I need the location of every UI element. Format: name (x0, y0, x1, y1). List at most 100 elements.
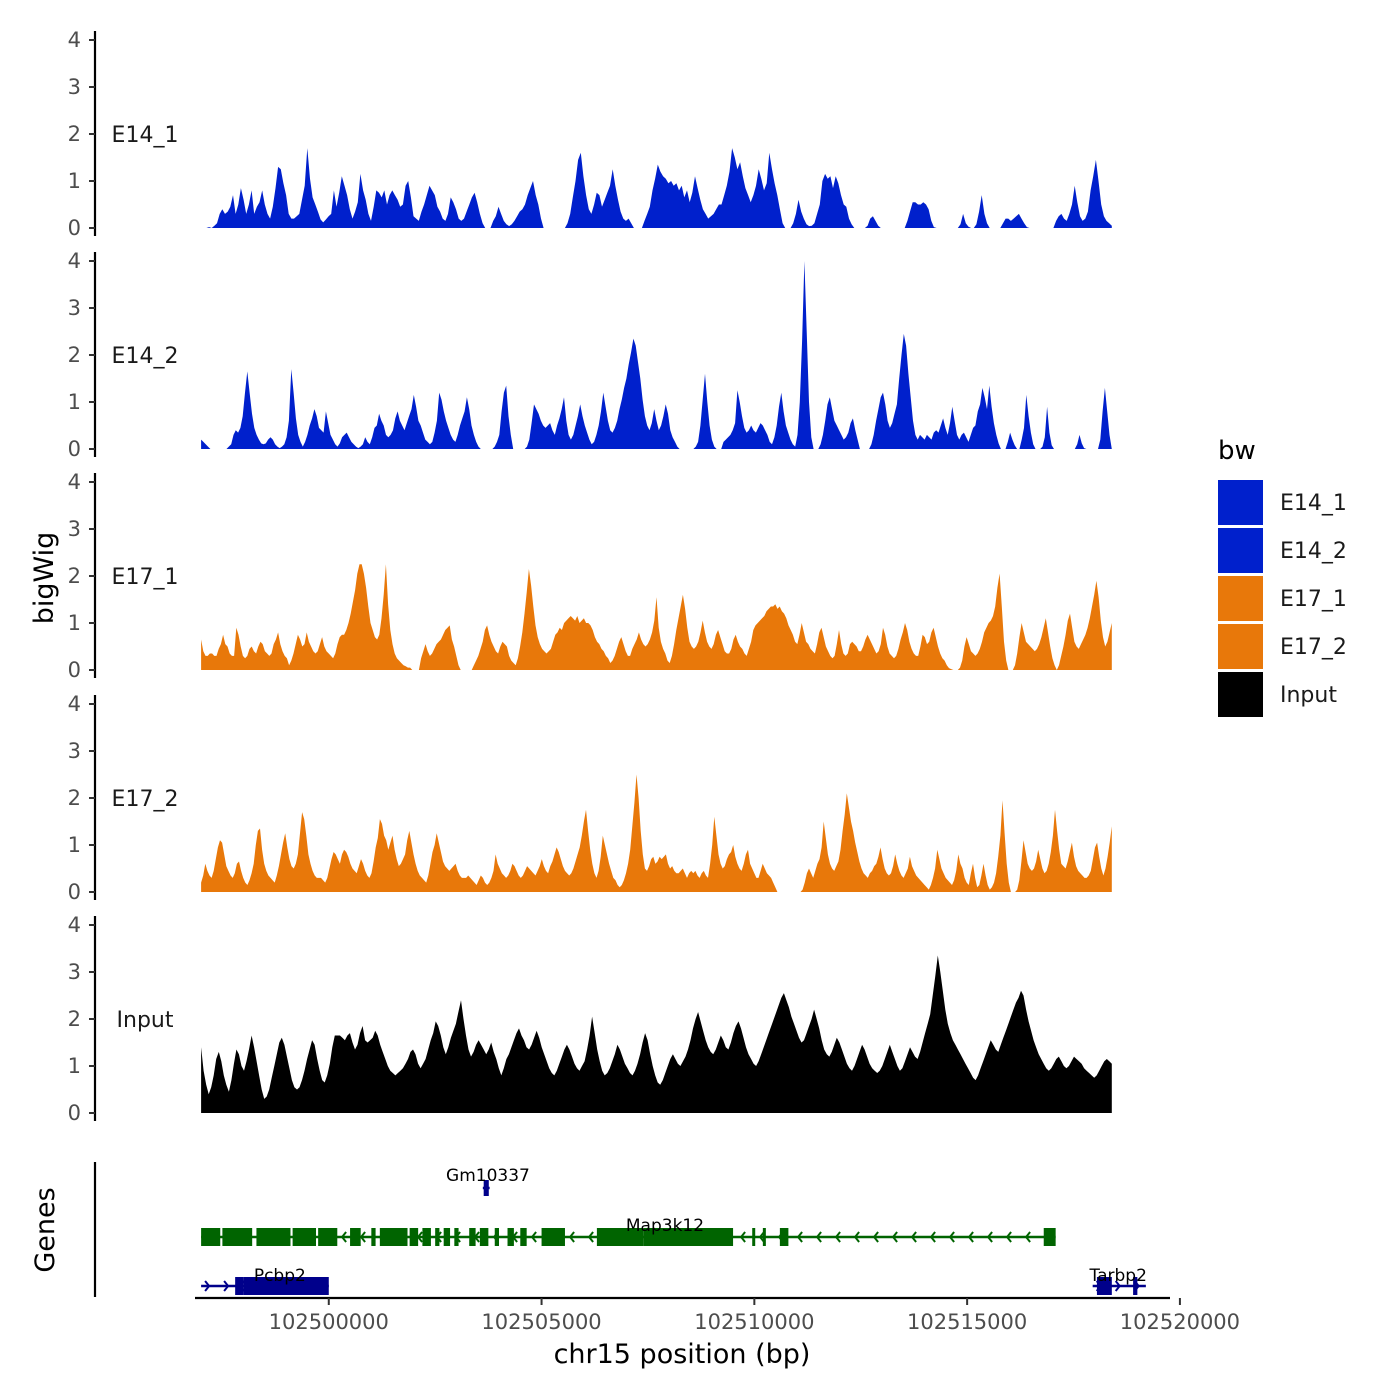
strand-arrow (910, 1231, 917, 1243)
track-E14_2: 0 1 2 3 4 E14_2 (68, 249, 1112, 461)
exon-block (435, 1228, 440, 1246)
strand-arrow (359, 1231, 366, 1243)
track-Input: 0 1 2 3 4 Input (68, 913, 1112, 1125)
exon-block (292, 1228, 317, 1246)
y-tick-label: 4 (68, 470, 81, 494)
exon-block (454, 1228, 459, 1246)
exon-block (350, 1228, 361, 1246)
y-tick-label: 4 (68, 913, 81, 937)
exon-block (479, 1228, 489, 1246)
gene-Map3k12: Map3k12 (201, 1216, 1056, 1246)
gene-label: Tarbp2 (1089, 1266, 1147, 1286)
legend-swatch (1218, 672, 1263, 717)
y-tick-label: 2 (68, 122, 81, 146)
strand-arrow (891, 1231, 898, 1243)
legend-items: E14_1 E14_2 E17_1 E17_2 Input (1218, 480, 1347, 717)
strand-arrow (530, 1231, 537, 1243)
track-label-Input: Input (117, 1008, 174, 1033)
y-tick-label: 2 (68, 564, 81, 588)
y-tick-label: 2 (68, 786, 81, 810)
exon-block (256, 1228, 291, 1246)
exon-block (1043, 1228, 1056, 1246)
y-tick-label: 2 (68, 1007, 81, 1031)
gene-label: Pcbp2 (254, 1266, 306, 1286)
legend-label: Input (1280, 683, 1337, 708)
y-tick-label: 4 (68, 249, 81, 273)
legend-label: E14_2 (1280, 539, 1347, 564)
strand-arrow (1114, 1280, 1121, 1292)
exon-block (596, 1228, 644, 1246)
track-E14_1: 0 1 2 3 4 E14_1 (68, 28, 1112, 240)
strand-arrow (853, 1231, 860, 1243)
track-label-E17_2: E17_2 (112, 787, 179, 812)
legend-item-E17_1: E17_1 (1218, 576, 1347, 621)
strand-arrow (340, 1231, 347, 1243)
legend: bw E14_1 E14_2 E17_1 E17_2 Input (1218, 436, 1347, 717)
legend-item-E14_1: E14_1 (1218, 480, 1347, 525)
exon-block (762, 1228, 766, 1246)
y-tick-label: 0 (68, 880, 81, 904)
legend-swatch (1218, 528, 1263, 573)
strand-arrow (872, 1231, 879, 1243)
strand-arrow (204, 1280, 211, 1292)
y-tick-label: 1 (68, 1054, 81, 1078)
y-tick-label: 3 (68, 517, 81, 541)
exon-block (469, 1228, 476, 1246)
gene-label: Gm10337 (446, 1166, 530, 1186)
y-tick-label: 0 (68, 437, 81, 461)
exon-block (409, 1228, 419, 1246)
y-tick-label: 4 (68, 28, 81, 52)
y-tick-label: 1 (68, 611, 81, 635)
exon-block (379, 1228, 408, 1246)
coverage-area-E17_2 (201, 774, 1112, 892)
exon-block (235, 1277, 244, 1295)
exon-block (422, 1228, 431, 1246)
strand-arrow (834, 1231, 841, 1243)
strand-arrow (758, 1231, 765, 1243)
exon-block (222, 1228, 253, 1246)
x-tick-label: 102500000 (269, 1310, 389, 1334)
gene-Gm10337: Gm10337 (446, 1166, 530, 1196)
y-tick-label: 0 (68, 216, 81, 240)
y-tick-label: 3 (68, 75, 81, 99)
track-E17_2: 0 1 2 3 4 E17_2 (68, 692, 1112, 904)
strand-arrow (929, 1231, 936, 1243)
strand-arrow (986, 1231, 993, 1243)
strand-arrow (223, 1280, 230, 1292)
x-tick-label: 102510000 (694, 1310, 814, 1334)
genes-panel: Gm10337 Map3k12 Pcbp2 Tarbp2 (93, 1162, 1147, 1297)
exon-block (643, 1228, 734, 1246)
y-tick-label: 3 (68, 296, 81, 320)
legend-item-E14_2: E14_2 (1218, 528, 1347, 573)
exon-block (483, 1180, 489, 1196)
x-tick-label: 102515000 (907, 1310, 1027, 1334)
x-axis-title: chr15 position (bp) (554, 1339, 811, 1370)
genes-axis-title: Genes (30, 1187, 61, 1272)
legend-label: E17_1 (1280, 587, 1347, 612)
strand-arrow (1024, 1231, 1031, 1243)
x-axis-ticks: 102500000 102505000 102510000 102515000 1025… (269, 1298, 1240, 1334)
track-E17_1: 0 1 2 3 4 E17_1 (68, 470, 1112, 682)
x-tick-label: 102505000 (481, 1310, 601, 1334)
gene-Tarbp2: Tarbp2 (1089, 1266, 1147, 1295)
exon-block (201, 1228, 221, 1246)
coverage-area-E17_1 (201, 564, 1112, 670)
y-tick-label: 2 (68, 343, 81, 367)
strand-arrow (967, 1231, 974, 1243)
legend-swatch (1218, 480, 1263, 525)
legend-label: E14_1 (1280, 491, 1347, 516)
legend-swatch (1218, 624, 1263, 669)
strand-arrow (815, 1231, 822, 1243)
y-tick-label: 4 (68, 692, 81, 716)
exon-block (779, 1228, 789, 1246)
y-tick-label: 3 (68, 960, 81, 984)
legend-item-Input: Input (1218, 672, 1337, 717)
gene-Pcbp2: Pcbp2 (201, 1266, 329, 1295)
exon-block (318, 1228, 338, 1246)
x-axis: 102500000 102505000 102510000 102515000 1025… (195, 1296, 1240, 1334)
exon-block (1096, 1277, 1112, 1295)
exon-block (371, 1228, 376, 1246)
y-tick-label: 0 (68, 1101, 81, 1125)
coverage-area-Input (201, 955, 1112, 1113)
exon-block (1133, 1277, 1138, 1295)
